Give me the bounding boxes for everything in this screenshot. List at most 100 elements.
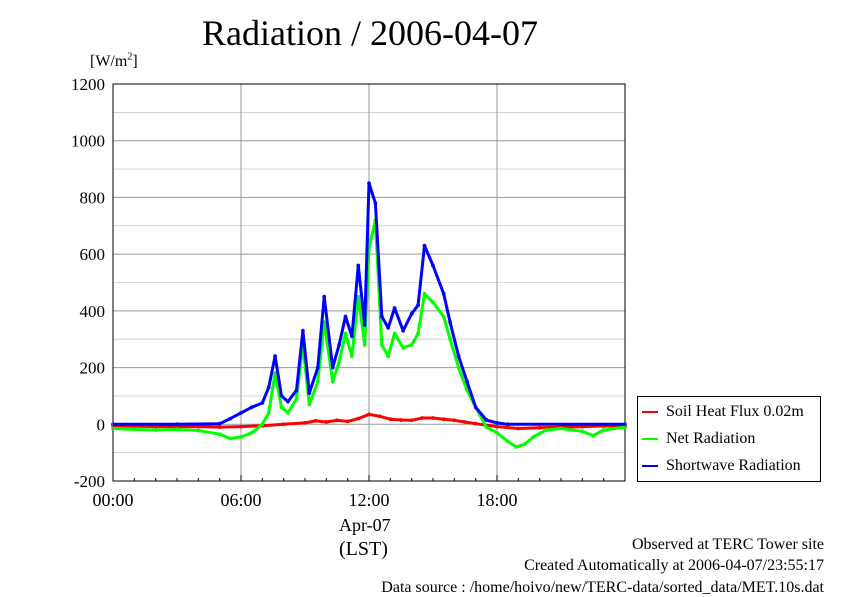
series-point-0 <box>495 424 499 429</box>
series-point-1 <box>175 427 179 432</box>
series-point-0 <box>420 416 425 420</box>
series-point-2 <box>217 421 222 426</box>
y-tick-label: 800 <box>80 188 106 207</box>
legend: Soil Heat Flux 0.02m Net Radiation Short… <box>637 396 821 482</box>
series-point-1 <box>580 429 585 434</box>
series-point-1 <box>111 426 115 431</box>
legend-item-soil-heat-flux: Soil Heat Flux 0.02m <box>642 401 804 423</box>
series-point-1 <box>217 432 222 437</box>
x-axis-date-label: Apr-07 <box>339 515 391 535</box>
series-point-1 <box>484 425 489 430</box>
series-point-1 <box>591 433 595 438</box>
y-tick-label: 400 <box>80 302 106 321</box>
series-point-2 <box>505 422 510 427</box>
series-point-0 <box>377 414 382 419</box>
series-point-1 <box>505 439 510 444</box>
series-point-1 <box>307 402 312 407</box>
footer-data-source: Data source : /home/hoivo/new/TERC-data/… <box>381 579 824 596</box>
series-point-2 <box>239 410 243 415</box>
series-point-0 <box>345 419 350 424</box>
series-point-2 <box>401 328 406 333</box>
series-point-2 <box>273 354 278 359</box>
series-point-0 <box>356 416 361 421</box>
grid-lines <box>113 84 625 481</box>
y-tick-label: 0 <box>97 415 106 434</box>
series-point-0 <box>303 420 307 425</box>
x-tick-label: 06:00 <box>220 490 261 510</box>
y-tick-label: 1000 <box>71 132 105 151</box>
series-point-2 <box>111 422 115 427</box>
series-point-2 <box>228 416 233 421</box>
series-line-2 <box>113 181 625 426</box>
series-point-0 <box>281 422 286 427</box>
series-point-2 <box>349 334 354 339</box>
series-point-1 <box>330 379 335 384</box>
series-point-1 <box>294 396 299 401</box>
series-point-2 <box>330 365 335 370</box>
series-point-2 <box>392 306 397 310</box>
series-point-0 <box>324 420 329 424</box>
series-point-2 <box>315 365 320 370</box>
series-point-2 <box>266 385 271 390</box>
legend-item-shortwave-radiation: Shortwave Radiation <box>642 455 801 477</box>
series-point-2 <box>386 325 391 330</box>
series-point-0 <box>409 418 414 423</box>
series-point-2 <box>343 314 348 319</box>
series-point-0 <box>441 417 446 422</box>
y-tick-label: 600 <box>80 245 106 264</box>
legend-swatch-red <box>642 411 658 413</box>
legend-swatch-blue <box>642 465 658 467</box>
series-point-2 <box>473 405 478 410</box>
series-point-1 <box>132 427 137 432</box>
series-point-2 <box>175 422 179 427</box>
series-point-1 <box>239 435 243 439</box>
series-point-2 <box>409 311 414 316</box>
legend-item-net-radiation: Net Radiation <box>642 428 755 450</box>
series-point-2 <box>465 379 470 384</box>
series-point-2 <box>279 393 284 398</box>
series-point-1 <box>416 331 421 336</box>
series-point-0 <box>516 426 521 431</box>
series-point-1 <box>343 331 348 336</box>
series-point-2 <box>484 418 489 422</box>
series-point-1 <box>448 337 453 342</box>
series-point-2 <box>441 291 446 296</box>
series-point-1 <box>514 445 519 449</box>
series-point-1 <box>349 354 354 359</box>
series-point-0 <box>367 412 371 417</box>
series-point-2 <box>356 263 361 268</box>
series-point-2 <box>362 323 367 327</box>
series-point-1 <box>260 422 265 427</box>
series-point-0 <box>463 420 467 424</box>
series-point-1 <box>228 436 233 441</box>
series-point-1 <box>401 345 406 350</box>
series-point-1 <box>531 435 536 439</box>
series-point-2 <box>260 401 265 405</box>
series-point-1 <box>315 379 320 384</box>
series-point-1 <box>153 428 158 432</box>
series-point-1 <box>422 291 427 296</box>
legend-label: Soil Heat Flux 0.02m <box>666 403 804 420</box>
series-point-1 <box>285 410 290 415</box>
series-point-2 <box>416 303 421 308</box>
y-unit-label: [W/m2] <box>90 51 138 70</box>
series-point-1 <box>431 300 435 305</box>
series-point-1 <box>392 331 397 336</box>
x-tick-label: 18:00 <box>476 490 517 510</box>
series-point-1 <box>279 405 284 410</box>
series-point-1 <box>386 354 391 359</box>
series-point-2 <box>285 399 290 404</box>
y-tick-label: -200 <box>74 472 105 491</box>
series-point-1 <box>409 342 414 347</box>
series-point-0 <box>399 418 403 422</box>
series-layer <box>111 181 627 449</box>
series-point-2 <box>431 263 435 268</box>
series-point-2 <box>448 320 453 325</box>
series-point-0 <box>239 424 243 429</box>
series-point-2 <box>249 405 254 410</box>
x-axis-timezone-label: (LST) <box>339 538 388 560</box>
series-point-0 <box>452 418 457 423</box>
series-point-2 <box>373 201 378 206</box>
legend-swatch-green <box>642 438 658 440</box>
series-point-0 <box>388 417 393 422</box>
